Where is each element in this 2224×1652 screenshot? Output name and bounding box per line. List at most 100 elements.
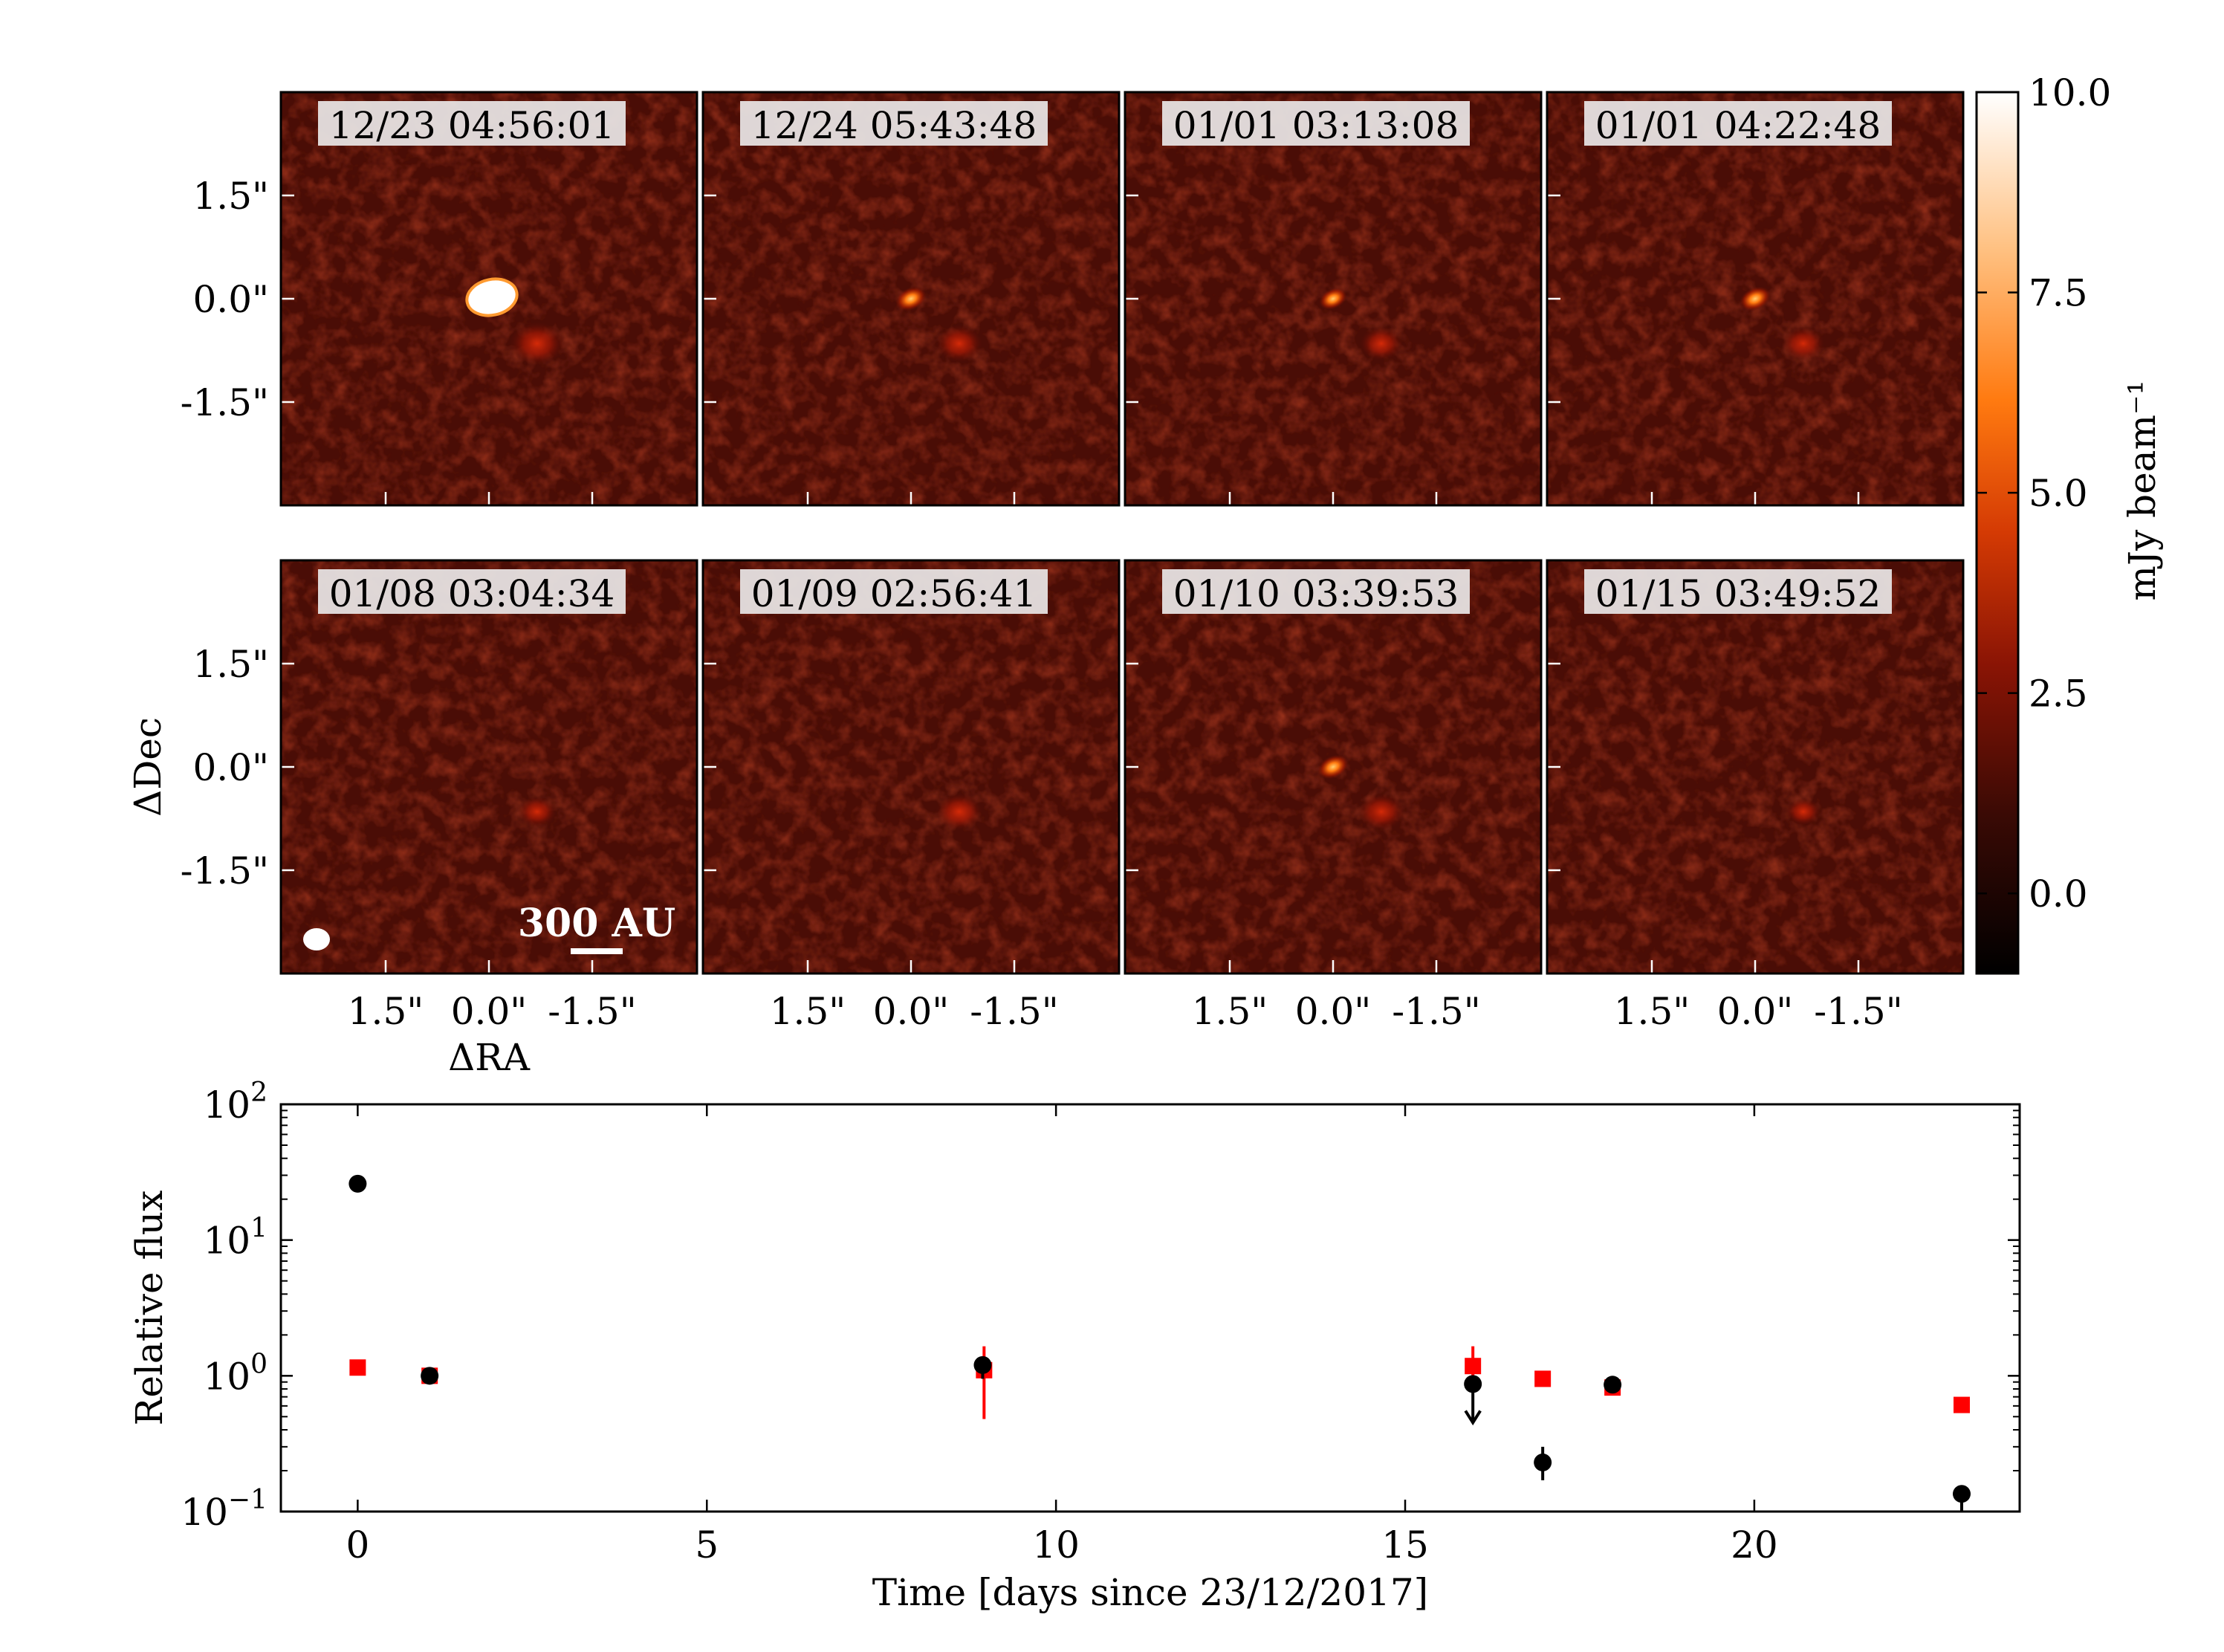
y-tick-label: 10−1 bbox=[181, 1485, 268, 1534]
bright-source-core bbox=[465, 277, 519, 317]
image-panel: 01/01 03:13:08 bbox=[1124, 91, 1543, 507]
bright-source bbox=[1740, 286, 1771, 311]
image-panel: 12/23 04:56:01 1.5" 0.0" -1.5" bbox=[181, 91, 698, 507]
x-tick-label: 1.5" bbox=[770, 990, 846, 1033]
panel-timestamp: 12/24 05:43:48 bbox=[751, 104, 1037, 147]
timestamp-box bbox=[318, 569, 626, 614]
y-tick-exponent: 2 bbox=[250, 1078, 268, 1108]
y-tick-exponent: 0 bbox=[250, 1349, 268, 1379]
scalebar-label: 300 AU bbox=[518, 901, 675, 946]
x-tick-label: 5 bbox=[695, 1523, 719, 1567]
x-tick-label: -1.5" bbox=[548, 990, 636, 1033]
y-tick-label: 0.0" bbox=[192, 278, 269, 321]
data-point-circle bbox=[1604, 1376, 1622, 1394]
panel-frame bbox=[1124, 91, 1543, 507]
x-tick-label: 20 bbox=[1731, 1523, 1778, 1567]
y-tick-label: 0.0" bbox=[192, 746, 269, 789]
ra-axis-label: ΔRA bbox=[448, 1036, 531, 1079]
panel-timestamp: 01/10 03:39:53 bbox=[1173, 572, 1459, 615]
faint-source bbox=[510, 322, 565, 366]
data-point-circle bbox=[1534, 1453, 1552, 1471]
data-point-circle bbox=[348, 1174, 367, 1193]
faint-source bbox=[517, 796, 557, 828]
panel-timestamp: 01/08 03:04:34 bbox=[329, 572, 615, 615]
bright-source bbox=[1319, 288, 1347, 310]
x-tick-label: -1.5" bbox=[1392, 990, 1480, 1033]
x-tick-label: 0.0" bbox=[451, 990, 528, 1033]
y-tick-exponent: −1 bbox=[228, 1485, 268, 1515]
data-point-square bbox=[1954, 1396, 1970, 1413]
black-circle-series bbox=[348, 1174, 1971, 1512]
panel-timestamp: 01/09 02:56:41 bbox=[751, 572, 1037, 615]
y-tick-base: 10 bbox=[203, 1355, 250, 1398]
faint-source bbox=[1358, 793, 1405, 831]
dec-axis-label: ΔDec bbox=[126, 717, 169, 817]
panel-timestamp: 01/01 04:22:48 bbox=[1595, 104, 1881, 147]
timestamp-box bbox=[1162, 101, 1470, 146]
x-tick-label: 0 bbox=[346, 1523, 369, 1567]
x-tick-label: 1.5" bbox=[348, 990, 424, 1033]
x-tick-label: 10 bbox=[1032, 1523, 1080, 1567]
data-point-square bbox=[1465, 1358, 1482, 1375]
image-panel: 01/15 03:49:52 1.5" 0.0" -1.5" bbox=[1546, 559, 1965, 1033]
y-tick-label: 102 bbox=[203, 1078, 268, 1127]
x-tick-label: 15 bbox=[1381, 1523, 1429, 1567]
map-noise bbox=[703, 560, 1119, 974]
data-point-square bbox=[1534, 1370, 1552, 1387]
panel-timestamp: 01/01 03:13:08 bbox=[1173, 104, 1459, 147]
y-tick-exponent: 1 bbox=[250, 1214, 268, 1244]
panel-frame bbox=[701, 91, 1121, 507]
faint-source bbox=[936, 793, 983, 831]
plot-frame bbox=[279, 1103, 2021, 1513]
bright-source bbox=[1317, 754, 1349, 780]
x-tick-label: 0.0" bbox=[1717, 990, 1794, 1033]
colorbar-tick-label: 2.5 bbox=[2029, 673, 2088, 716]
x-axis-label: Time [days since 23/12/2017] bbox=[872, 1571, 1428, 1614]
x-tick-label: 0.0" bbox=[873, 990, 950, 1033]
x-tick-label: 0.0" bbox=[1295, 990, 1372, 1033]
map-noise bbox=[1547, 560, 1963, 974]
panel-timestamp: 12/23 04:56:01 bbox=[329, 104, 615, 147]
panel-frame bbox=[279, 559, 698, 975]
upper-limit-arrow bbox=[1464, 1410, 1482, 1426]
colorbar-bar bbox=[1975, 91, 2020, 975]
y-tick-label: 101 bbox=[203, 1214, 268, 1263]
y-tick-base: 10 bbox=[203, 1219, 250, 1263]
y-axis-label: Relative flux bbox=[128, 1191, 171, 1426]
image-panel: 12/24 05:43:48 bbox=[701, 91, 1121, 507]
colorbar-tick-label: 10.0 bbox=[2029, 71, 2111, 114]
map-noise bbox=[281, 560, 697, 974]
panel-frame bbox=[1546, 91, 1965, 507]
colorbar-tick-label: 0.0 bbox=[2029, 872, 2088, 916]
colorbar-label: mJy beam⁻¹ bbox=[2121, 380, 2164, 601]
x-tick-label: 1.5" bbox=[1614, 990, 1690, 1033]
faint-source bbox=[1786, 797, 1821, 826]
timestamp-box bbox=[740, 569, 1048, 614]
y-tick-label: 1.5" bbox=[192, 643, 269, 686]
panel-frame bbox=[701, 559, 1121, 975]
y-tick-base: 10 bbox=[181, 1491, 228, 1534]
timestamp-box bbox=[740, 101, 1048, 146]
colorbar: 10.0 7.5 5.0 2.5 0.0 mJy beam⁻¹ bbox=[1975, 71, 2164, 975]
timestamp-box bbox=[1584, 101, 1892, 146]
y-tick-label: -1.5" bbox=[181, 849, 269, 893]
panel-frame bbox=[1124, 559, 1543, 975]
bright-source bbox=[895, 286, 927, 311]
faint-source bbox=[1782, 326, 1825, 361]
data-point-circle bbox=[1953, 1485, 1971, 1503]
faint-source bbox=[1360, 326, 1403, 361]
y-tick-label: 100 bbox=[203, 1349, 268, 1398]
timestamp-box bbox=[318, 101, 626, 146]
panel-frame bbox=[279, 91, 698, 507]
beam-ellipse bbox=[303, 928, 330, 950]
y-tick-label: -1.5" bbox=[181, 381, 269, 424]
x-tick-label: -1.5" bbox=[970, 990, 1058, 1033]
y-tick-base: 10 bbox=[203, 1083, 250, 1127]
image-panel: 01/09 02:56:41 1.5" 0.0" -1.5" bbox=[701, 559, 1121, 1033]
timestamp-box bbox=[1162, 569, 1470, 614]
faint-source bbox=[936, 325, 983, 363]
data-point-circle bbox=[973, 1355, 992, 1374]
image-panels: 12/23 04:56:01 1.5" 0.0" -1.5" 12/24 05:43:4… bbox=[126, 91, 1965, 1079]
colorbar-tick-label: 7.5 bbox=[2029, 272, 2088, 315]
